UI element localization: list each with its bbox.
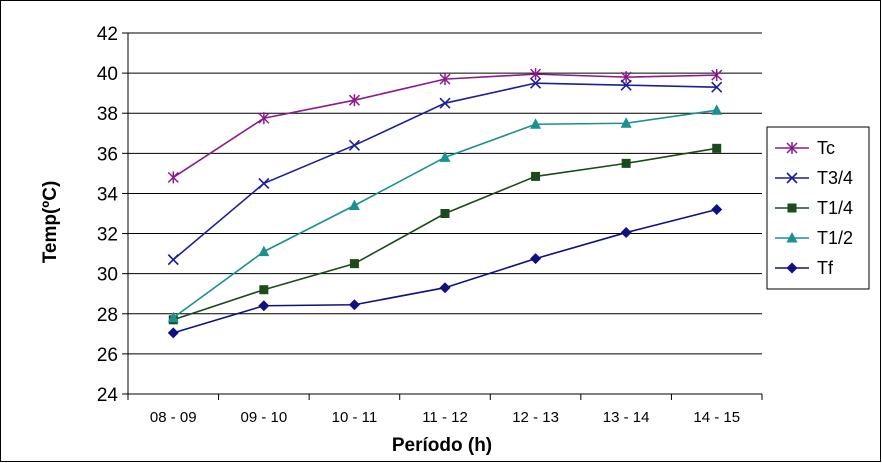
data-point <box>441 209 450 218</box>
legend-label: Tf <box>817 258 834 278</box>
y-tick-label: 40 <box>97 64 118 85</box>
legend-marker <box>788 204 797 213</box>
legend-label: Tc <box>817 138 835 158</box>
x-tick-label: 13 - 14 <box>603 409 650 426</box>
y-axis-title: Temp(ºC) <box>40 181 61 264</box>
y-tick-label: 26 <box>97 345 118 366</box>
x-tick-label: 08 - 09 <box>150 409 197 426</box>
legend-label: T3/4 <box>817 168 853 188</box>
x-tick-label: 11 - 12 <box>422 409 468 426</box>
x-tick-label: 09 - 10 <box>241 409 288 426</box>
y-tick-label: 36 <box>97 144 118 165</box>
data-point <box>531 172 540 181</box>
x-tick-label: 14 - 15 <box>693 409 740 426</box>
data-point <box>622 159 631 168</box>
x-tick-label: 12 - 13 <box>512 409 559 426</box>
y-tick-label: 30 <box>97 265 118 286</box>
data-point <box>259 285 268 294</box>
y-tick-label: 32 <box>97 225 118 246</box>
x-axis-title: Período (h) <box>392 435 492 456</box>
legend-label: T1/4 <box>817 198 853 218</box>
y-tick-label: 38 <box>97 104 118 125</box>
legend-label: T1/2 <box>817 228 853 248</box>
data-point <box>350 259 359 268</box>
y-tick-label: 42 <box>97 24 118 45</box>
legend: Tc T3/4 T1/4 T1/2 Tf <box>767 127 869 289</box>
y-tick-label: 34 <box>97 184 119 205</box>
x-tick-label: 10 - 11 <box>332 409 378 426</box>
y-tick-label: 28 <box>97 305 118 326</box>
data-point <box>712 144 721 153</box>
y-tick-label: 24 <box>97 385 119 406</box>
